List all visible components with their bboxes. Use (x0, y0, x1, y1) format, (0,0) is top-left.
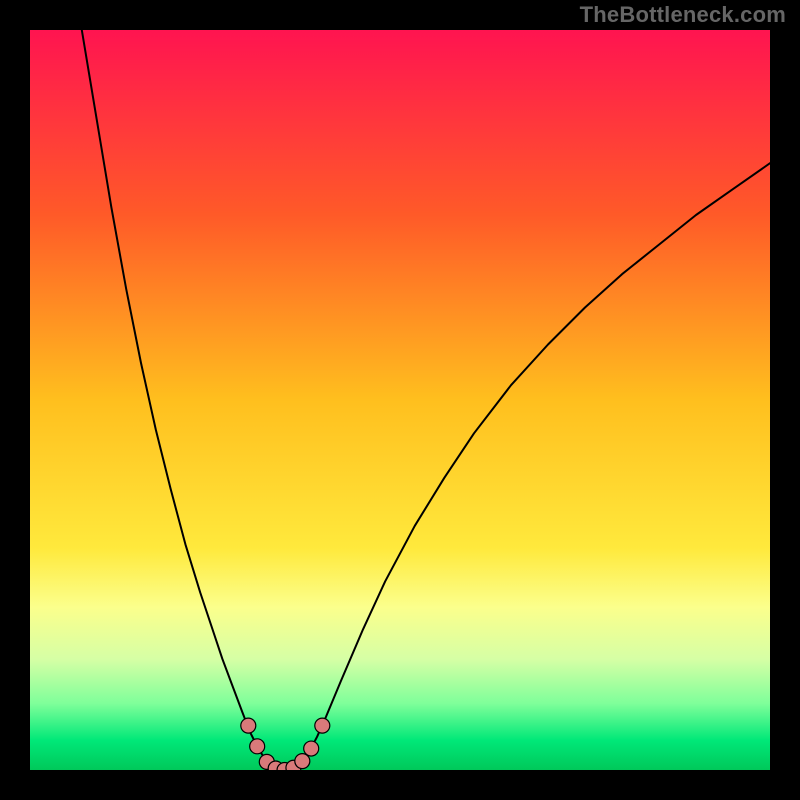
data-marker (304, 741, 319, 756)
plot-svg (30, 30, 770, 770)
data-marker (250, 739, 265, 754)
data-marker (295, 754, 310, 769)
data-marker (241, 718, 256, 733)
plot-area (30, 30, 770, 770)
data-marker (315, 718, 330, 733)
gradient-background (30, 30, 770, 770)
attribution-text: TheBottleneck.com (580, 2, 786, 28)
chart-frame: TheBottleneck.com (0, 0, 800, 800)
